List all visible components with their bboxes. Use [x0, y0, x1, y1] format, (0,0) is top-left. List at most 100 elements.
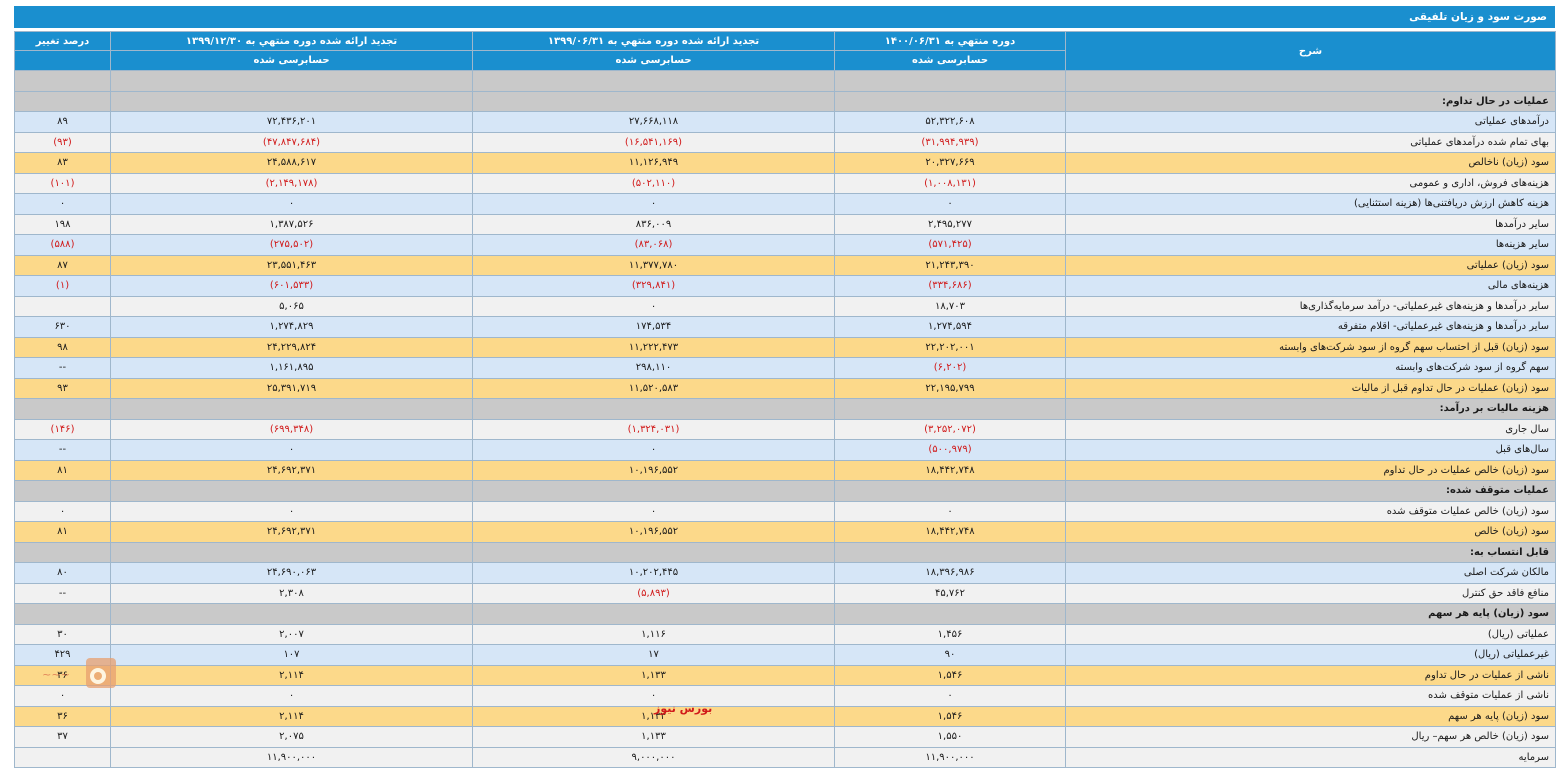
row-label: سایر هزینه‌ها — [1065, 234, 1556, 256]
value-1399-12: ۲۴,۶۹۲,۳۷۱ — [110, 459, 473, 481]
row-label: ناشی از عملیات در حال تداوم — [1065, 664, 1556, 686]
value-1399-12: ۷۲,۴۳۶,۲۰۱ — [110, 111, 473, 133]
value-1400: (۳۱,۹۹۴,۹۳۹) — [834, 131, 1066, 153]
row-label: غیرعملیاتی (ریال) — [1065, 644, 1556, 666]
table-row: سایر درآمدها و هزینه‌های غیرعملیاتی- اقل… — [14, 316, 1556, 338]
row-label: هزینه مالیات بر درآمد: — [1065, 398, 1556, 420]
bourse-news-logo: ~~~ — [42, 658, 116, 688]
value-1399-06 — [472, 541, 835, 563]
value-1399-06: ۱۰,۱۹۶,۵۵۲ — [472, 521, 835, 543]
change-percent — [14, 603, 111, 625]
table-row: سود (زیان) خالص هر سهم– ریال ۱,۵۵۰ ۱,۱۳۳ ۲,… — [14, 726, 1556, 748]
value-1399-12: ۲,۳۰۸ — [110, 582, 473, 604]
value-1399-12: ۱,۱۶۱,۸۹۵ — [110, 357, 473, 379]
value-1399-12: (۶۰۱,۵۳۳) — [110, 275, 473, 297]
value-1399-06: (۱,۳۲۴,۰۳۱) — [472, 418, 835, 440]
table-row: سود (زیان) ناخالص ۲۰,۳۲۷,۶۶۹ ۱۱,۱۲۶,۹۴۹ ۲۴,… — [14, 152, 1556, 174]
value-1399-12 — [110, 480, 473, 502]
value-1399-12: (۶۹۹,۳۴۸) — [110, 418, 473, 440]
row-label: سود (زیان) قبل از احتساب سهم گروه از سود… — [1065, 336, 1556, 358]
watermark: بورس نیوز — [654, 702, 713, 715]
value-1399-06: ۱۰,۲۰۲,۴۴۵ — [472, 562, 835, 584]
change-percent — [14, 398, 111, 420]
value-1399-06 — [472, 90, 835, 112]
change-percent: ۰ — [14, 500, 111, 522]
row-label: سهم گروه از سود شرکت‌های وابسته — [1065, 357, 1556, 379]
value-1399-06: ۸۳۶,۰۰۹ — [472, 213, 835, 235]
value-1399-12 — [110, 541, 473, 563]
table-row: سال‌های قبل (۵۰۰,۹۷۹) ۰ ۰ -- — [14, 439, 1556, 461]
table-row: عملیاتی (ریال) ۱,۴۵۶ ۱,۱۱۶ ۲,۰۰۷ ۳۰ — [14, 623, 1556, 645]
value-1399-12: ۱۰۷ — [110, 644, 473, 666]
value-1400: ۰ — [834, 193, 1066, 215]
row-label: سایر درآمدها و هزینه‌های غیرعملیاتی- اقل… — [1065, 316, 1556, 338]
section-row — [14, 70, 1556, 92]
table-row: هزینه‌های فروش، اداری و عمومی (۱,۰۰۸,۱۳۱)… — [14, 172, 1556, 194]
row-label: هزینه‌های فروش، اداری و عمومی — [1065, 172, 1556, 194]
change-percent: (۹۳) — [14, 131, 111, 153]
table-row: ناشی از عملیات در حال تداوم ۱,۵۴۶ ۱,۱۳۳ ۲,۱… — [14, 664, 1556, 686]
value-1399-12 — [110, 398, 473, 420]
value-1400: ۲,۴۹۵,۲۷۷ — [834, 213, 1066, 235]
value-1400: (۱,۰۰۸,۱۳۱) — [834, 172, 1066, 194]
value-1400 — [834, 541, 1066, 563]
value-1400 — [834, 70, 1066, 92]
value-1399-06: ۱۷ — [472, 644, 835, 666]
row-label: مالکان شرکت اصلی — [1065, 562, 1556, 584]
header-audited-3: حسابرسی شده — [110, 50, 473, 71]
value-1399-06: ۰ — [472, 439, 835, 461]
row-label: سود (زیان) خالص عملیات متوقف شده — [1065, 500, 1556, 522]
value-1399-12: ۰ — [110, 685, 473, 707]
value-1399-12: ۲۵,۳۹۱,۷۱۹ — [110, 377, 473, 399]
row-label: سود (زیان) خالص عملیات در حال تداوم — [1065, 459, 1556, 481]
value-1400: ۱,۴۵۶ — [834, 623, 1066, 645]
change-percent: ۸۷ — [14, 254, 111, 276]
value-1400: (۶,۲۰۲) — [834, 357, 1066, 379]
table-row: غیرعملیاتی (ریال) ۹۰ ۱۷ ۱۰۷ ۴۲۹ — [14, 644, 1556, 666]
section-row: هزینه مالیات بر درآمد: — [14, 398, 1556, 420]
value-1399-12: (۴۷,۸۴۷,۶۸۴) — [110, 131, 473, 153]
value-1400: ۲۱,۲۴۳,۳۹۰ — [834, 254, 1066, 276]
value-1399-12: ۲۴,۶۹۲,۳۷۱ — [110, 521, 473, 543]
value-1400: (۵۷۱,۴۲۵) — [834, 234, 1066, 256]
row-label: سود (زیان) پایه هر سهم — [1065, 603, 1556, 625]
header-period-1399-06: تجدید ارائه شده دوره منتهي به ۱۳۹۹/۰۶/۳۱ — [472, 31, 835, 51]
change-percent: (۵۸۸) — [14, 234, 111, 256]
row-label: عملیات در حال تداوم: — [1065, 90, 1556, 112]
value-1399-06 — [472, 70, 835, 92]
header-period-1399-12: تجدید ارائه شده دوره منتهي به ۱۳۹۹/۱۲/۳۰ — [110, 31, 473, 51]
value-1399-06: ۰ — [472, 295, 835, 317]
value-1400 — [834, 480, 1066, 502]
row-label: سود (زیان) خالص هر سهم– ریال — [1065, 726, 1556, 748]
change-percent: ۰ — [14, 193, 111, 215]
value-1399-06: ۱,۱۳۳ — [472, 664, 835, 686]
value-1399-12: ۲۴,۵۸۸,۶۱۷ — [110, 152, 473, 174]
change-percent: ۸۱ — [14, 459, 111, 481]
change-percent: ۱۹۸ — [14, 213, 111, 235]
table-row: هزینه کاهش ارزش دریافتنی‌ها (هزینه استثن… — [14, 193, 1556, 215]
change-percent — [14, 295, 111, 317]
table-row: سایر درآمدها ۲,۴۹۵,۲۷۷ ۸۳۶,۰۰۹ ۱,۳۸۷,۵۲۶ ۱۹۸ — [14, 213, 1556, 235]
row-label: هزینه‌های مالی — [1065, 275, 1556, 297]
value-1399-06: (۵,۸۹۳) — [472, 582, 835, 604]
value-1400 — [834, 90, 1066, 112]
value-1399-12: (۲,۱۴۹,۱۷۸) — [110, 172, 473, 194]
value-1399-06: ۲۷,۶۶۸,۱۱۸ — [472, 111, 835, 133]
value-1400: ۲۰,۳۲۷,۶۶۹ — [834, 152, 1066, 174]
change-percent: (۱۴۶) — [14, 418, 111, 440]
change-percent — [14, 480, 111, 502]
row-label: سایر درآمدها — [1065, 213, 1556, 235]
value-1399-06: ۲۹۸,۱۱۰ — [472, 357, 835, 379]
section-row: سود (زیان) پایه هر سهم — [14, 603, 1556, 625]
value-1399-12 — [110, 70, 473, 92]
header-empty — [14, 50, 111, 71]
table-row: سود (زیان) قبل از احتساب سهم گروه از سود… — [14, 336, 1556, 358]
change-percent: ۳۶ — [14, 705, 111, 727]
value-1399-06 — [472, 480, 835, 502]
table-row: درآمدهای عملیاتی ۵۲,۳۲۲,۶۰۸ ۲۷,۶۶۸,۱۱۸ ۷۲,۴… — [14, 111, 1556, 133]
value-1400: ۱۸,۳۹۶,۹۸۶ — [834, 562, 1066, 584]
change-percent: ۸۹ — [14, 111, 111, 133]
value-1399-12 — [110, 90, 473, 112]
change-percent — [14, 746, 111, 768]
value-1399-06: ۱۱,۳۷۷,۷۸۰ — [472, 254, 835, 276]
